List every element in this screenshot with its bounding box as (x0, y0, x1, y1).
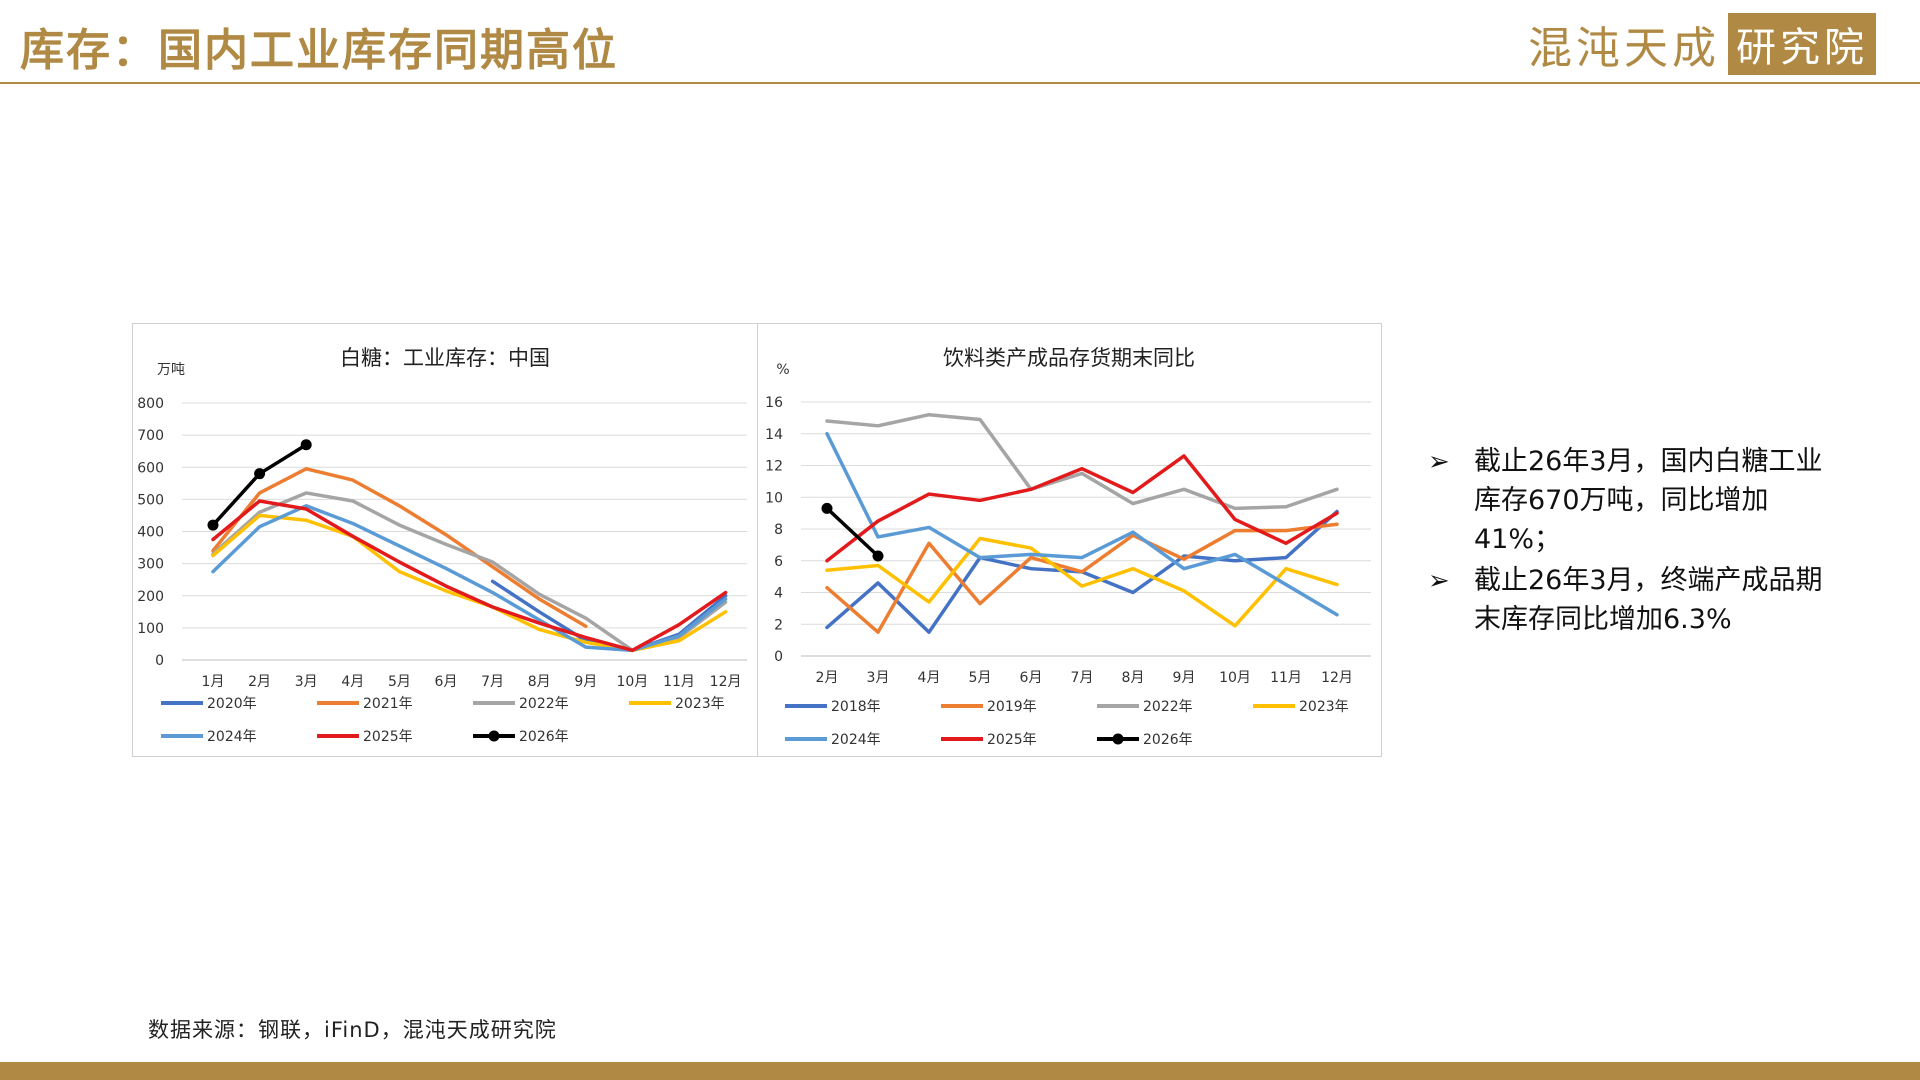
x-tick-label: 8月 (1122, 670, 1145, 686)
y-tick-label: 0 (155, 653, 164, 669)
x-tick-label: 11月 (1270, 670, 1302, 686)
x-tick-label: 3月 (295, 674, 318, 690)
x-tick-label: 8月 (528, 674, 551, 690)
x-tick-label: 5月 (969, 670, 992, 686)
legend-label: 2019年 (987, 699, 1037, 715)
bullet-list: ➢ 截止26年3月，国内白糖工业库存670万吨，同比增加41%； ➢ 截止26年… (1428, 442, 1848, 641)
x-tick-label: 9月 (1173, 670, 1196, 686)
beverage-inventory-chart: 饮料类产成品存货期末同比% 0 2 4 6 8 10 12 14 16 2月 3月 4月 5月 6月 7月 8月… (765, 346, 1371, 748)
series-line (211, 467, 588, 629)
y-axis-unit: % (776, 362, 789, 378)
chart-panel: 白糖：工业库存：中国 万吨 0 100 200 300 400 500 600 700 800 1月 2… (132, 323, 1382, 757)
x-tick-label: 11月 (663, 674, 695, 690)
legend-label: 2023年 (675, 696, 725, 712)
x-tick-label: 9月 (574, 674, 597, 690)
y-tick-label: 8 (774, 522, 783, 538)
bullet-item: ➢ 截止26年3月，终端产成品期末库存同比增加6.3% (1428, 561, 1848, 639)
bullet-text: 截止26年3月，终端产成品期末库存同比增加6.3% (1474, 565, 1823, 635)
y-tick-label: 10 (765, 490, 783, 506)
bullet-item: ➢ 截止26年3月，国内白糖工业库存670万吨，同比增加41%； (1428, 442, 1848, 559)
legend-marker (488, 730, 500, 742)
legend-label: 2020年 (207, 696, 257, 712)
footer-bar (0, 1062, 1920, 1080)
brand-logo: 混沌天成 研究院 (1528, 13, 1876, 75)
y-tick-label: 800 (137, 396, 164, 412)
data-point (300, 439, 312, 451)
legend-label: 2025年 (987, 732, 1037, 748)
legend-label: 2022年 (1143, 699, 1193, 715)
data-point (821, 502, 833, 514)
arrow-bullet-icon: ➢ (1428, 447, 1450, 477)
chart-divider (757, 324, 758, 756)
legend-label: 2023年 (1299, 699, 1349, 715)
legend-marker (1112, 733, 1124, 745)
arrow-bullet-icon: ➢ (1428, 566, 1450, 596)
chart-title: 白糖：工业库存：中国 (340, 346, 550, 370)
legend-label: 2025年 (363, 729, 413, 745)
y-tick-label: 0 (774, 649, 783, 665)
legend-label: 2024年 (831, 732, 881, 748)
legend-label: 2018年 (831, 699, 881, 715)
series-line (825, 522, 1339, 634)
y-tick-label: 300 (137, 557, 164, 573)
y-tick-label: 200 (137, 589, 164, 605)
legend-label: 2022年 (519, 696, 569, 712)
x-tick-label: 7月 (1071, 670, 1094, 686)
data-point (872, 550, 884, 562)
legend-label: 2026年 (1143, 732, 1193, 748)
data-point (254, 468, 266, 480)
x-tick-label: 12月 (710, 674, 742, 690)
y-tick-label: 4 (774, 586, 783, 602)
x-tick-label: 3月 (867, 670, 890, 686)
series-line (211, 504, 728, 653)
data-point (207, 519, 219, 531)
y-tick-label: 600 (137, 460, 164, 476)
x-tick-label: 7月 (481, 674, 504, 690)
x-tick-label: 2月 (248, 674, 271, 690)
y-tick-label: 400 (137, 525, 164, 541)
series-line (211, 513, 728, 653)
x-tick-label: 6月 (1020, 670, 1043, 686)
y-tick-label: 12 (765, 459, 783, 475)
series-line (825, 536, 1339, 628)
series-line (825, 412, 1339, 511)
x-tick-label: 6月 (435, 674, 458, 690)
y-tick-label: 14 (765, 427, 783, 443)
x-tick-label: 4月 (918, 670, 941, 686)
series-line (211, 499, 728, 653)
chart-title: 饮料类产成品存货期末同比 (943, 346, 1195, 370)
x-tick-label: 2月 (816, 670, 839, 686)
logo-text: 混沌天成 (1528, 23, 1720, 74)
header-rule (0, 82, 1920, 84)
y-tick-label: 6 (774, 554, 783, 570)
y-tick-label: 2 (774, 617, 783, 633)
y-tick-label: 16 (765, 395, 783, 411)
y-tick-label: 500 (137, 492, 164, 508)
y-tick-label: 100 (137, 621, 164, 637)
data-source-note: 数据来源：钢联，iFinD，混沌天成研究院 (148, 1018, 557, 1042)
x-tick-label: 1月 (202, 674, 225, 690)
page-title: 库存：国内工业库存同期高位 (20, 25, 618, 76)
bullet-text: 截止26年3月，国内白糖工业库存670万吨，同比增加41%； (1474, 446, 1823, 555)
x-tick-label: 10月 (616, 674, 648, 690)
logo-box: 研究院 (1728, 13, 1876, 75)
x-tick-label: 5月 (388, 674, 411, 690)
series-line (825, 506, 880, 558)
y-axis-unit: 万吨 (157, 362, 185, 378)
y-tick-label: 700 (137, 428, 164, 444)
series-line (825, 432, 1339, 617)
series-line (211, 491, 728, 653)
x-tick-label: 4月 (341, 674, 364, 690)
x-tick-label: 12月 (1321, 670, 1353, 686)
legend-label: 2024年 (207, 729, 257, 745)
series-line (825, 454, 1339, 563)
legend-label: 2021年 (363, 696, 413, 712)
x-tick-label: 10月 (1219, 670, 1251, 686)
legend-label: 2026年 (519, 729, 569, 745)
